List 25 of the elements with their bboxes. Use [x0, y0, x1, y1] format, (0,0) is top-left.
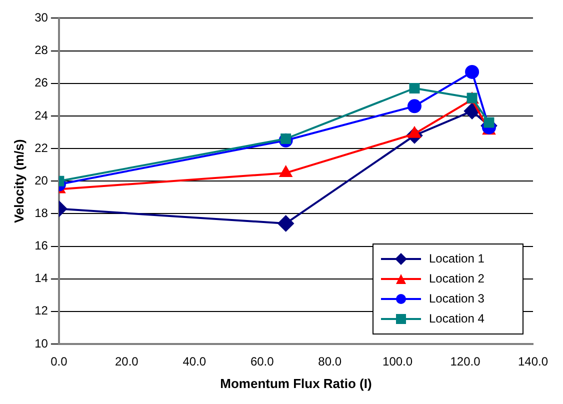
x-axis-title: Momentum Flux Ratio (I) [220, 376, 372, 391]
y-tick-label: 28 [34, 43, 48, 58]
y-tick-label: 30 [34, 10, 48, 25]
y-tick-label: 26 [34, 76, 48, 90]
x-tick-label: 120.0 [450, 354, 481, 369]
y-tick-label: 22 [34, 140, 48, 155]
legend-label: Location 3 [429, 291, 485, 306]
y-axis-title: Velocity (m/s) [11, 139, 26, 224]
x-tick-label: 80.0 [318, 354, 342, 369]
y-tick-label: 12 [34, 304, 48, 318]
x-tick-label: 100.0 [382, 354, 413, 369]
y-tick-label: 20 [34, 173, 48, 188]
x-tick-label: 0.0 [50, 354, 68, 369]
x-tick-label: 140.0 [518, 354, 548, 369]
legend-label: Location 4 [429, 311, 485, 326]
y-tick-label: 14 [34, 271, 48, 286]
x-tick-label: 60.0 [250, 354, 274, 369]
legend-label: Location 1 [429, 251, 485, 266]
y-tick-label: 24 [34, 108, 48, 122]
y-tick-label: 10 [34, 336, 48, 350]
y-tick-label: 16 [34, 238, 48, 253]
y-tick-label: 18 [34, 206, 48, 220]
x-tick-label: 20.0 [114, 354, 139, 369]
legend-label: Location 2 [429, 271, 485, 286]
x-tick-label: 40.0 [182, 354, 206, 369]
